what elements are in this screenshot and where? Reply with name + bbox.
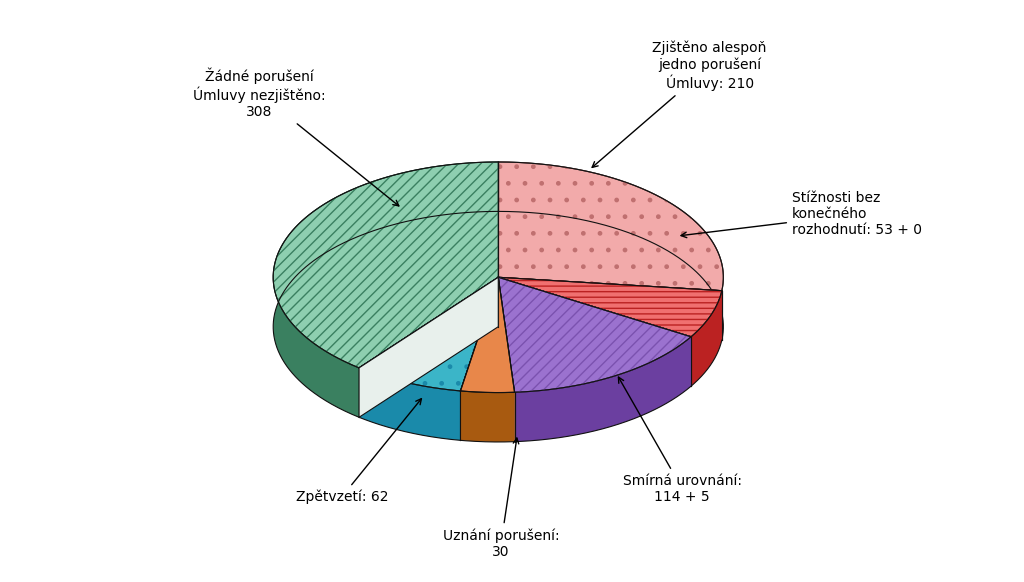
Text: Zpětvzetí: 62: Zpětvzetí: 62 (296, 399, 422, 504)
Polygon shape (499, 277, 514, 442)
Polygon shape (499, 277, 722, 340)
Text: Zjištěno alespoň
jedno porušení
Úmluvу: 210: Zjištěno alespoň jedno porušení Úmluvу: … (592, 41, 767, 168)
Polygon shape (499, 162, 723, 290)
Polygon shape (273, 162, 499, 368)
Polygon shape (461, 277, 499, 441)
Polygon shape (499, 277, 691, 386)
Polygon shape (461, 277, 499, 441)
Polygon shape (499, 277, 722, 337)
Polygon shape (499, 277, 514, 442)
Polygon shape (499, 277, 691, 392)
Text: Smírná urovnání:
114 + 5: Smírná urovnání: 114 + 5 (618, 377, 741, 504)
Polygon shape (273, 162, 499, 417)
Polygon shape (514, 337, 691, 442)
Text: Uznání porušení:
30: Uznání porušení: 30 (442, 438, 559, 559)
Polygon shape (499, 162, 723, 340)
Polygon shape (359, 277, 499, 417)
Text: Stížnosti bez
konečného
rozhodnutí: 53 + 0: Stížnosti bez konečného rozhodnutí: 53 +… (681, 191, 922, 237)
Polygon shape (461, 391, 514, 442)
Polygon shape (499, 277, 722, 340)
Polygon shape (461, 277, 514, 393)
Polygon shape (359, 277, 499, 391)
Polygon shape (499, 277, 691, 386)
Polygon shape (359, 277, 499, 417)
Text: Žádné porušení
Úmluvу nezjištěno:
308: Žádné porušení Úmluvу nezjištěno: 308 (194, 68, 398, 206)
Polygon shape (359, 277, 499, 417)
Polygon shape (359, 368, 461, 441)
Polygon shape (691, 290, 722, 386)
